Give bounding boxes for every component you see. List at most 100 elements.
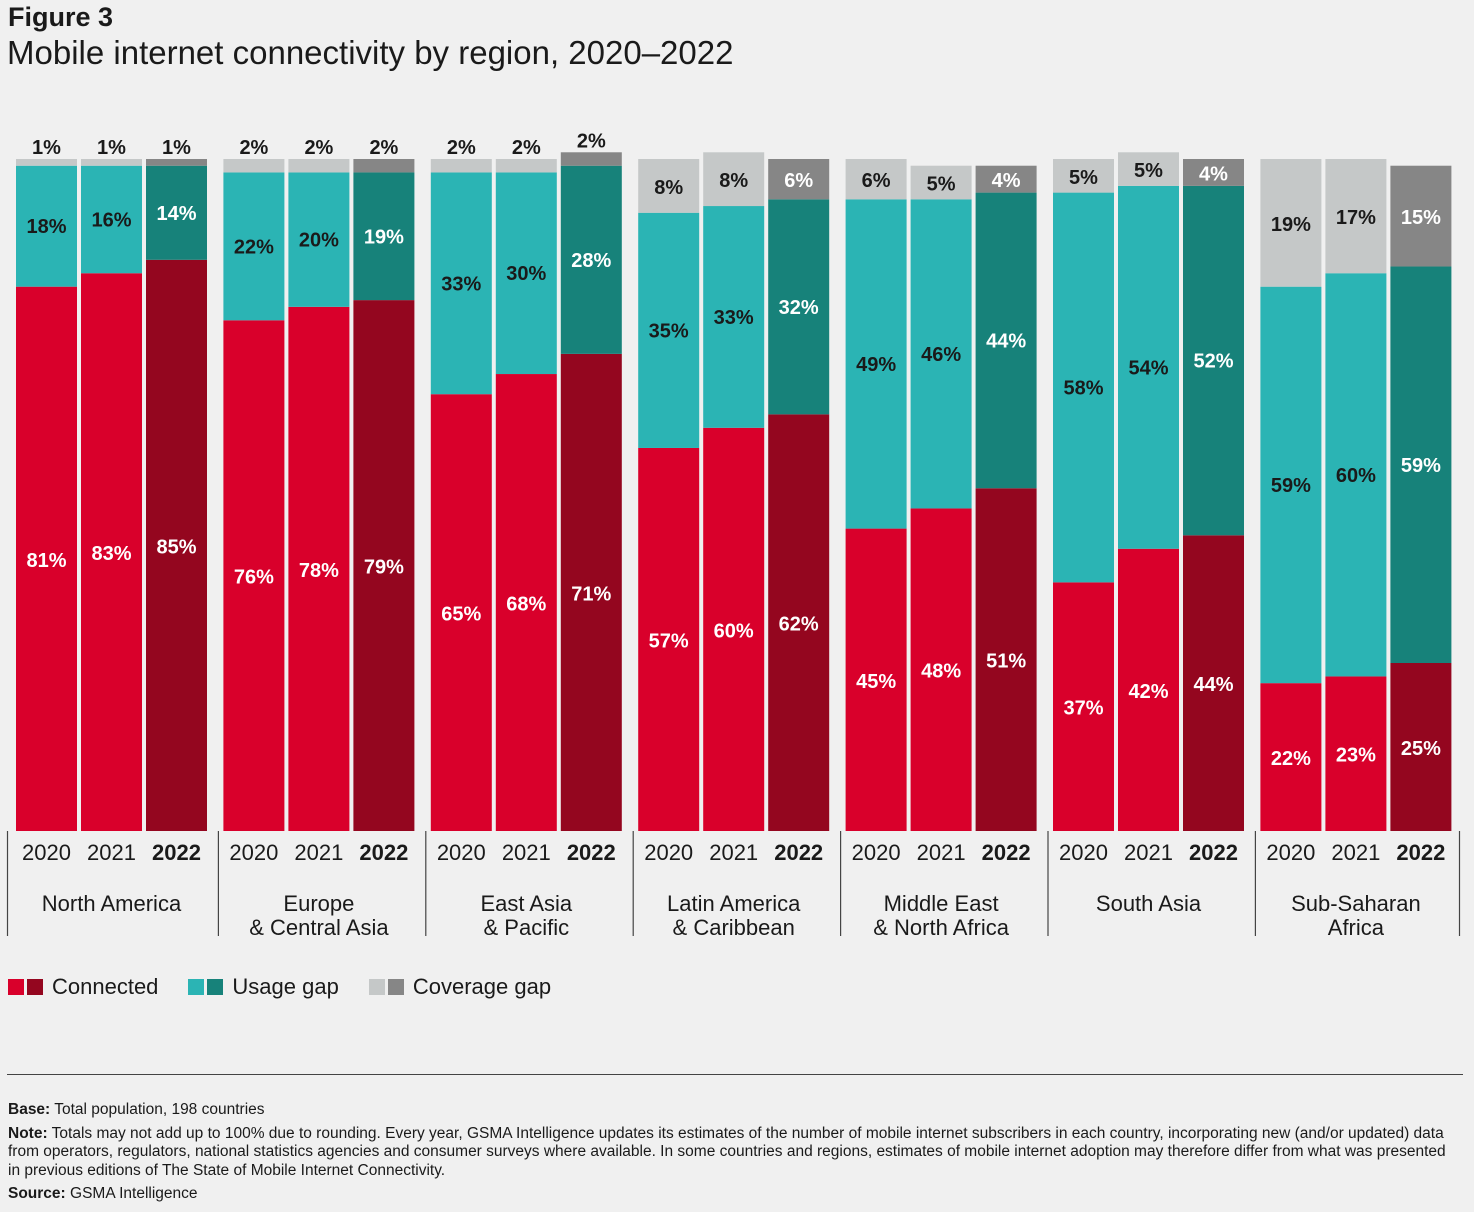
data-label-connected: 71%	[571, 583, 611, 605]
bar-coverage-gap-east-asia-pacific-2020	[430, 159, 492, 173]
region-label: & Pacific	[484, 915, 570, 940]
bar-coverage-gap-middle-east-north-africa-2020	[845, 159, 907, 200]
data-label-connected: 68%	[506, 594, 546, 616]
data-label-connected: 25%	[1401, 738, 1441, 760]
chart-notes: Base: Total population, 198 countries No…	[8, 1101, 1458, 1209]
data-label-usage-gap: 14%	[156, 203, 196, 225]
year-tick-label: 2021	[709, 840, 758, 865]
data-label-usage-gap: 19%	[364, 226, 404, 248]
data-label-usage-gap: 22%	[234, 236, 274, 258]
region-label: & Caribbean	[673, 915, 795, 940]
year-tick-label: 2021	[1331, 840, 1380, 865]
data-label-usage-gap: 60%	[1336, 465, 1376, 487]
data-label-usage-gap: 33%	[441, 273, 481, 295]
bar-coverage-gap-europe-central-asia-2020	[223, 159, 285, 173]
data-label-coverage-gap: 2%	[239, 137, 268, 159]
data-label-connected: 37%	[1063, 698, 1103, 720]
bar-usage-gap-sub-saharan-africa-2020	[1260, 286, 1322, 684]
data-label-usage-gap: 59%	[1401, 455, 1441, 477]
base-note: Base: Total population, 198 countries	[8, 1101, 265, 1118]
year-tick-label: 2021	[917, 840, 966, 865]
data-label-connected: 85%	[156, 536, 196, 558]
data-label-usage-gap: 58%	[1063, 377, 1103, 399]
data-label-connected: 60%	[714, 620, 754, 642]
bar-usage-gap-latin-america-caribbean-2021	[703, 206, 765, 428]
data-label-usage-gap: 16%	[91, 209, 131, 231]
bar-connected-middle-east-north-africa-2021	[910, 508, 972, 831]
year-tick-label: 2020	[644, 840, 693, 865]
year-tick-label: 2021	[502, 840, 551, 865]
legend-swatch-coverage-light	[368, 979, 385, 995]
year-tick-label: 2021	[1124, 840, 1173, 865]
data-label-coverage-gap: 4%	[992, 170, 1021, 192]
year-tick-label: 2022	[982, 840, 1031, 865]
bar-connected-sub-saharan-africa-2022	[1390, 663, 1452, 831]
bar-connected-south-asia-2022	[1183, 535, 1244, 831]
data-label-coverage-gap: 2%	[304, 137, 333, 159]
data-label-connected: 22%	[1271, 748, 1311, 770]
region-label: Middle East	[884, 891, 999, 916]
legend-label: Usage gap	[232, 974, 339, 999]
bar-usage-gap-middle-east-north-africa-2022	[975, 192, 1037, 489]
data-label-connected: 42%	[1128, 681, 1168, 703]
bar-connected-latin-america-caribbean-2020	[638, 447, 700, 831]
bar-coverage-gap-south-asia-2022	[1183, 159, 1244, 186]
data-label-coverage-gap: 2%	[369, 137, 398, 159]
bar-coverage-gap-north-america-2021	[81, 159, 142, 166]
bar-connected-south-asia-2020	[1053, 582, 1114, 831]
chart-title: Mobile internet connectivity by region, …	[7, 34, 734, 71]
year-tick-label: 2022	[567, 840, 616, 865]
data-label-usage-gap: 35%	[649, 320, 689, 342]
data-label-connected: 48%	[921, 661, 961, 683]
bar-usage-gap-east-asia-pacific-2020	[430, 172, 492, 395]
bar-coverage-gap-north-america-2020	[16, 159, 77, 166]
data-label-coverage-gap: 5%	[1134, 160, 1163, 182]
bar-connected-latin-america-caribbean-2022	[768, 414, 830, 831]
bar-coverage-gap-middle-east-north-africa-2022	[975, 165, 1037, 193]
data-label-connected: 44%	[1193, 674, 1233, 696]
region-label: South Asia	[1096, 891, 1202, 916]
bar-coverage-gap-south-asia-2020	[1053, 159, 1114, 193]
divider	[7, 1074, 1463, 1075]
data-label-usage-gap: 20%	[299, 230, 339, 252]
data-label-connected: 83%	[91, 543, 131, 565]
legend-swatch-usage-dark	[207, 979, 224, 995]
data-label-coverage-gap: 5%	[1069, 167, 1098, 189]
bar-coverage-gap-sub-saharan-africa-2022	[1390, 165, 1452, 267]
legend-item-connected: Connected	[8, 974, 158, 1000]
bar-usage-gap-sub-saharan-africa-2021	[1325, 273, 1387, 677]
bar-usage-gap-middle-east-north-africa-2021	[910, 199, 972, 509]
data-label-connected: 81%	[26, 550, 66, 572]
bar-coverage-gap-sub-saharan-africa-2021	[1325, 159, 1387, 274]
data-label-coverage-gap: 2%	[577, 130, 606, 152]
bar-connected-europe-central-asia-2021	[288, 306, 350, 832]
bar-coverage-gap-europe-central-asia-2022	[353, 159, 415, 173]
region-label: North America	[42, 891, 182, 916]
bar-usage-gap-sub-saharan-africa-2022	[1390, 266, 1452, 663]
bar-usage-gap-middle-east-north-africa-2020	[845, 199, 907, 529]
year-tick-label: 2022	[1396, 840, 1445, 865]
data-label-connected: 51%	[986, 651, 1026, 673]
data-label-coverage-gap: 6%	[862, 170, 891, 192]
figure-label: Figure 3	[8, 2, 114, 32]
bar-usage-gap-south-asia-2020	[1053, 192, 1114, 583]
bar-connected-south-asia-2021	[1118, 548, 1179, 831]
bar-coverage-gap-east-asia-pacific-2022	[560, 152, 622, 166]
bar-usage-gap-east-asia-pacific-2022	[560, 165, 622, 354]
bar-connected-east-asia-pacific-2020	[430, 394, 492, 831]
data-label-coverage-gap: 15%	[1401, 207, 1441, 229]
data-label-usage-gap: 52%	[1193, 351, 1233, 373]
bar-connected-middle-east-north-africa-2022	[975, 488, 1037, 831]
bar-connected-north-america-2021	[81, 273, 142, 831]
legend-swatch-connected-light	[8, 979, 24, 995]
bar-coverage-gap-latin-america-caribbean-2020	[638, 159, 700, 213]
data-label-connected: 78%	[299, 560, 339, 582]
region-label: & Central Asia	[249, 915, 389, 940]
year-tick-label: 2022	[359, 840, 408, 865]
data-label-coverage-gap: 1%	[162, 137, 191, 159]
bar-connected-latin-america-caribbean-2021	[703, 427, 765, 831]
bar-connected-europe-central-asia-2020	[223, 320, 285, 831]
legend-label: Connected	[52, 974, 159, 999]
data-label-connected: 65%	[441, 604, 481, 626]
data-label-coverage-gap: 6%	[784, 170, 813, 192]
